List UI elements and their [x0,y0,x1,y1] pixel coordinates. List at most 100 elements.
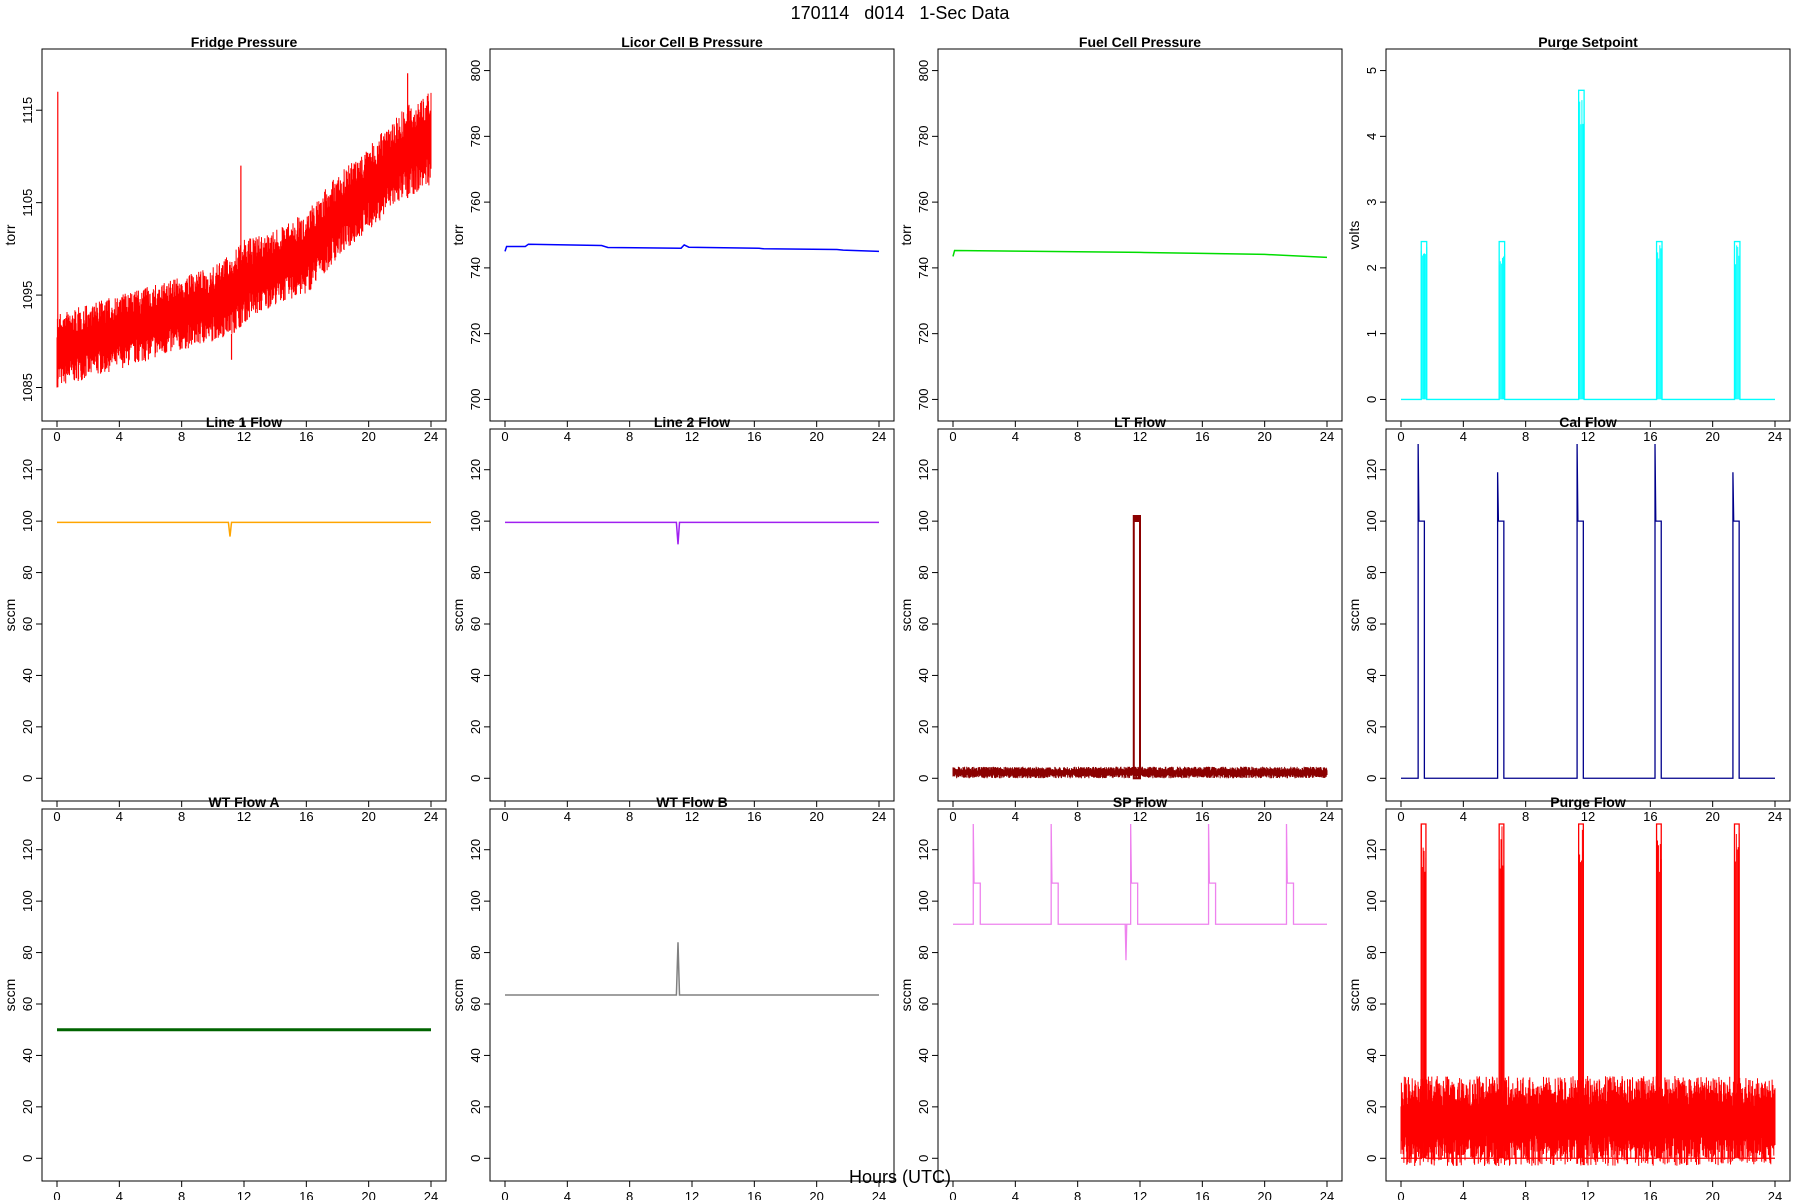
y-tick-label: 1115 [20,97,35,124]
y-tick-label: 760 [468,191,483,213]
y-tick-label: 120 [916,839,931,861]
x-tick-label: 8 [1074,809,1081,824]
x-tick-label: 12 [1581,1189,1595,1200]
y-axis-label: volts [1346,221,1362,250]
series-line [952,249,1328,259]
y-tick-label: 800 [468,60,483,82]
y-tick-label: 80 [916,565,931,579]
y-tick-label: 120 [468,839,483,861]
x-tick-label: 24 [872,429,886,444]
y-tick-label: 20 [916,720,931,734]
x-tick-label: 12 [685,429,699,444]
x-tick-label: 20 [1705,809,1719,824]
x-tick-label: 0 [53,1189,60,1200]
plot-frame [937,48,1343,422]
y-tick-label: 1085 [20,373,35,402]
y-tick-label: 100 [20,890,35,912]
y-tick-label: 100 [916,510,931,532]
y-axis-label: torr [898,224,914,245]
plot-frame [1385,428,1791,802]
x-tick-label: 24 [1320,809,1334,824]
y-tick-label: 100 [20,510,35,532]
x-tick-label: 0 [949,1189,956,1200]
y-tick-label: 0 [20,1155,35,1162]
data-layer [56,73,432,388]
x-tick-label: 24 [1320,1189,1334,1200]
y-tick-label: 0 [916,775,931,782]
x-tick-label: 0 [949,429,956,444]
x-tick-label: 8 [1074,1189,1081,1200]
x-tick-label: 12 [685,1189,699,1200]
x-tick-label: 0 [1397,809,1404,824]
x-tick-label: 4 [1012,809,1019,824]
x-tick-label: 0 [501,1189,508,1200]
y-axis-label: sccm [898,979,914,1012]
x-tick-label: 8 [1074,429,1081,444]
x-tick-label: 0 [1397,1189,1404,1200]
x-tick-label: 24 [1320,429,1334,444]
y-tick-label: 720 [468,323,483,345]
y-tick-label: 100 [916,890,931,912]
x-tick-label: 20 [809,1189,823,1200]
data-layer [1401,89,1775,401]
y-axis-label: sccm [2,599,18,632]
x-tick-label: 12 [1581,429,1595,444]
data-layer [504,243,880,253]
series-pulse-cap [1133,516,1140,522]
y-axis-label: torr [450,224,466,245]
y-tick-label: 60 [468,617,483,631]
y-axis-label: sccm [898,599,914,632]
y-axis-label: sccm [2,979,18,1012]
y-tick-label: 700 [468,389,483,411]
x-tick-label: 0 [501,809,508,824]
x-tick-label: 8 [178,1189,185,1200]
y-tick-label: 20 [468,1100,483,1114]
y-tick-label: 40 [20,668,35,682]
data-layer [505,521,879,545]
y-tick-label: 760 [916,191,931,213]
x-tick-label: 8 [178,809,185,824]
y-tick-label: 40 [916,1048,931,1062]
x-tick-label: 4 [116,429,123,444]
plot-frame [937,808,1343,1182]
x-tick-label: 4 [564,809,571,824]
panel-title: LT Flow [1114,414,1166,430]
panel-title: Purge Flow [1550,794,1626,810]
x-tick-label: 20 [361,809,375,824]
y-tick-label: 2 [1364,264,1379,271]
x-tick-label: 20 [1257,809,1271,824]
x-tick-label: 12 [237,1189,251,1200]
y-tick-label: 60 [916,617,931,631]
x-tick-label: 8 [1522,809,1529,824]
series-line [505,942,879,996]
panel-3: Fuel Cell Pressure torr 0 4 8 12 16 20 24 700 720 7… [898,34,1343,444]
y-tick-label: 0 [20,775,35,782]
y-tick-label: 4 [1364,133,1379,140]
y-tick-label: 60 [1364,617,1379,631]
panel-title: WT Flow B [656,794,728,810]
y-tick-label: 60 [468,997,483,1011]
x-tick-label: 20 [1257,1189,1271,1200]
y-tick-label: 1095 [20,281,35,310]
y-tick-label: 20 [1364,1100,1379,1114]
x-tick-label: 20 [1257,429,1271,444]
series-line [57,521,431,537]
series-band [1400,1075,1776,1167]
y-tick-label: 780 [916,125,931,147]
plot-frame [41,428,447,802]
panel-title: Fridge Pressure [191,34,298,50]
panel-1: Fridge Pressure torr 0 4 8 12 16 20 24 1085 1095 11… [2,34,447,444]
y-axis-label: sccm [450,599,466,632]
y-tick-label: 120 [1364,839,1379,861]
y-tick-label: 20 [468,720,483,734]
data-layer [952,249,1328,259]
y-tick-label: 80 [468,565,483,579]
y-tick-label: 40 [468,1048,483,1062]
x-tick-label: 12 [1581,809,1595,824]
